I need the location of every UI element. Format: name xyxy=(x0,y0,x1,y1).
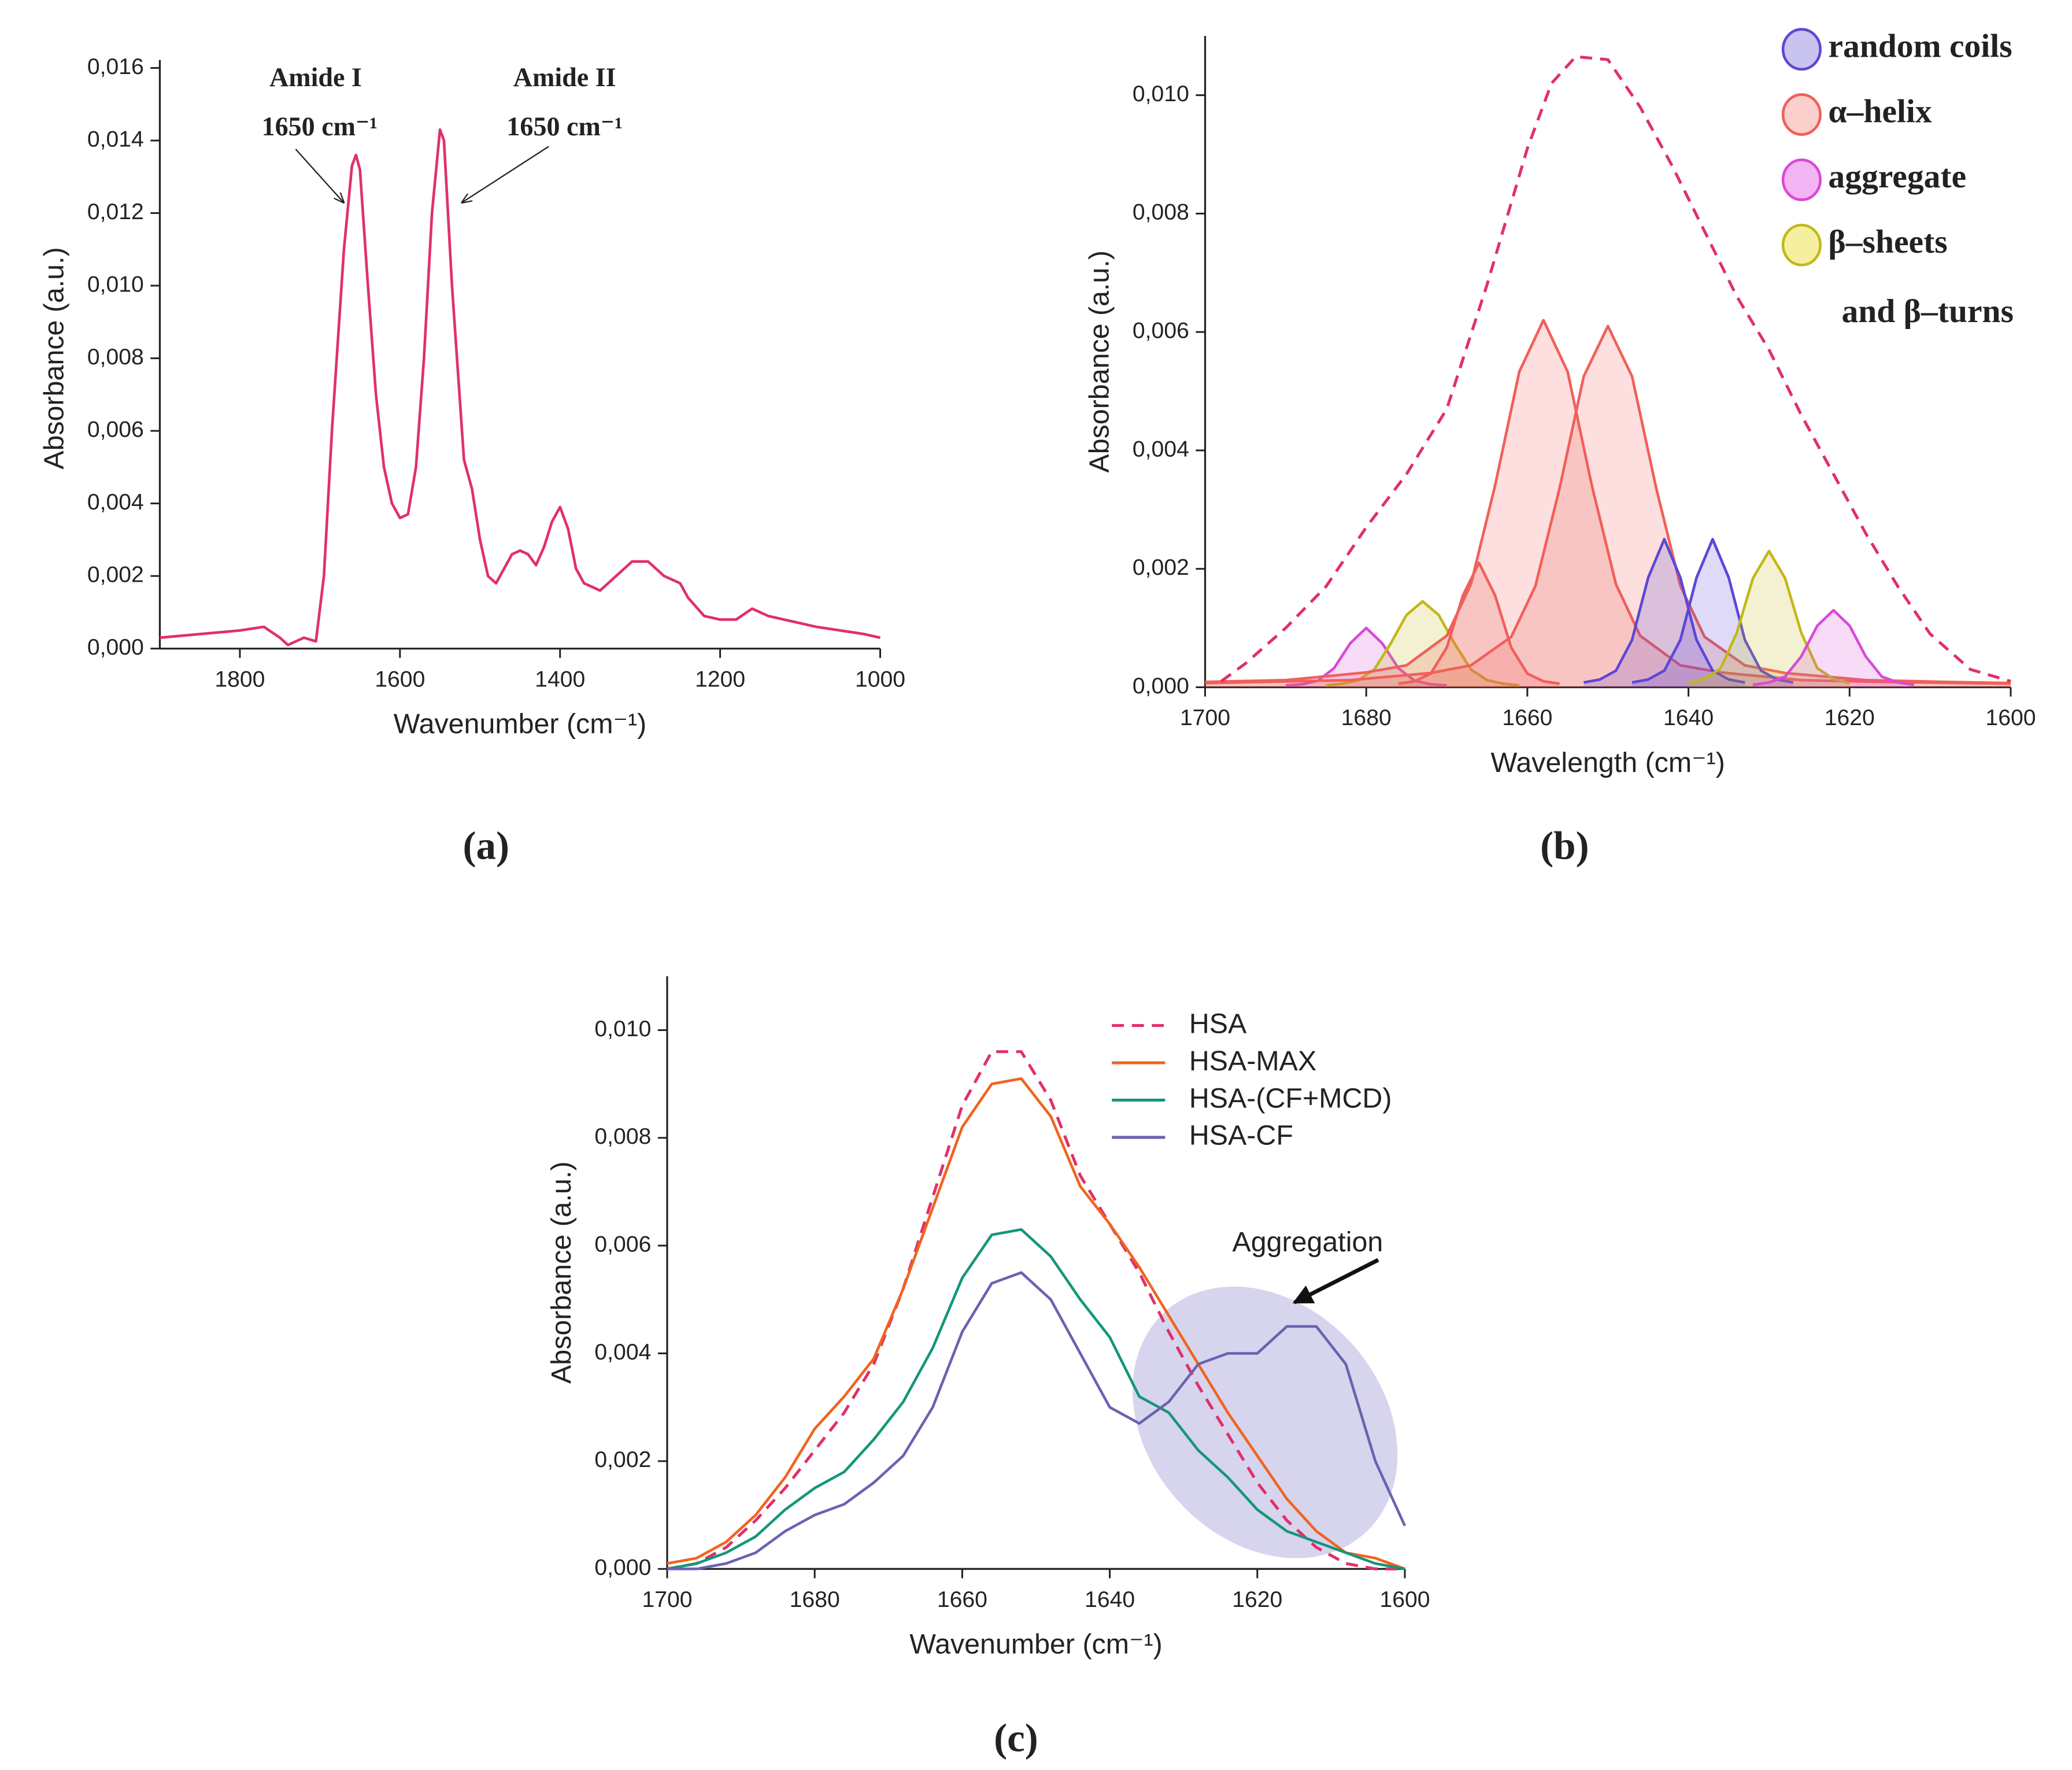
band-area xyxy=(1326,601,1519,688)
x-tick-label: 1200 xyxy=(695,667,745,692)
annotation: Amide I xyxy=(269,62,362,92)
legend-label: and β–turns xyxy=(1841,293,2014,330)
band-area xyxy=(1632,539,1793,688)
y-tick-label: 0,008 xyxy=(1133,200,1189,225)
annotation: 1650 cm⁻¹ xyxy=(506,112,623,141)
arrow xyxy=(1292,1258,1379,1305)
y-tick-label: 0,012 xyxy=(87,199,144,224)
legend-label: HSA-MAX xyxy=(1189,1045,1316,1077)
aggregation-region xyxy=(1133,1287,1398,1558)
y-tick-label: 0,008 xyxy=(594,1124,651,1149)
series-line xyxy=(667,1228,1405,1571)
band-area xyxy=(1205,320,2011,688)
annotation: 1650 cm⁻¹ xyxy=(262,112,378,141)
y-tick-label: 0,002 xyxy=(594,1447,651,1472)
legend-label: aggregate xyxy=(1828,158,1966,195)
y-tick-label: 0,006 xyxy=(594,1232,651,1257)
y-tick-label: 0,002 xyxy=(1133,555,1189,580)
series-line xyxy=(1205,319,2011,685)
x-axis-label: Wavelength (cm⁻¹) xyxy=(1491,747,1725,778)
x-tick-label: 1800 xyxy=(214,667,265,692)
x-tick-label: 1640 xyxy=(1085,1587,1135,1612)
y-tick-label: 0,010 xyxy=(594,1017,651,1041)
arrow xyxy=(462,146,549,202)
band-area xyxy=(1205,326,2011,688)
x-tick-label: 1640 xyxy=(1663,705,1714,730)
band-area xyxy=(1398,563,1560,688)
y-axis-label: Absorbance (a.u.) xyxy=(39,247,70,469)
series-line xyxy=(1220,55,2011,683)
annotation: Amide II xyxy=(513,62,616,92)
x-tick-label: 1660 xyxy=(937,1587,987,1612)
band-area xyxy=(1583,539,1745,688)
panel-label: (c) xyxy=(994,1715,1038,1760)
band-area xyxy=(1285,628,1447,688)
x-axis-label: Wavenumber (cm⁻¹) xyxy=(909,1629,1163,1660)
y-tick-label: 0,000 xyxy=(87,635,144,660)
y-tick-label: 0,006 xyxy=(1133,318,1189,343)
y-tick-label: 0,014 xyxy=(87,127,144,151)
x-tick-label: 1600 xyxy=(1379,1587,1430,1612)
x-tick-label: 1680 xyxy=(1341,705,1392,730)
x-tick-label: 1000 xyxy=(855,667,905,692)
x-tick-label: 1620 xyxy=(1825,705,1875,730)
legend-swatch xyxy=(1781,93,1822,136)
legend-label: random coils xyxy=(1828,28,2012,64)
arrow xyxy=(295,149,343,202)
legend-label: HSA-(CF+MCD) xyxy=(1189,1082,1392,1114)
series-line xyxy=(667,1077,1405,1571)
series-line xyxy=(1205,324,2011,685)
x-tick-label: 1400 xyxy=(535,667,585,692)
y-tick-label: 0,000 xyxy=(594,1555,651,1580)
x-axis-label: Wavenumber (cm⁻¹) xyxy=(394,708,647,740)
y-tick-label: 0,008 xyxy=(87,345,144,369)
y-tick-label: 0,002 xyxy=(87,562,144,587)
series-line xyxy=(667,1271,1407,1571)
series-line xyxy=(1688,549,1850,685)
legend-label: α–helix xyxy=(1828,93,1932,130)
legend-swatch xyxy=(1781,158,1822,201)
y-tick-label: 0,004 xyxy=(594,1340,651,1365)
legend-swatch xyxy=(1781,223,1822,267)
axis-line xyxy=(158,60,880,650)
panel-label: (a) xyxy=(462,823,509,867)
y-tick-label: 0,004 xyxy=(1133,437,1189,461)
y-tick-label: 0,010 xyxy=(87,272,144,297)
y-axis-label: Absorbance (a.u.) xyxy=(1084,250,1115,472)
x-tick-label: 1660 xyxy=(1502,705,1552,730)
series-line xyxy=(160,128,881,646)
legend-label: HSA xyxy=(1189,1008,1247,1039)
x-tick-label: 1700 xyxy=(1180,705,1230,730)
x-tick-label: 1620 xyxy=(1232,1587,1282,1612)
x-tick-label: 1700 xyxy=(642,1587,692,1612)
x-tick-label: 1680 xyxy=(790,1587,840,1612)
y-tick-label: 0,016 xyxy=(87,54,144,79)
panel-label: (b) xyxy=(1540,823,1589,867)
y-tick-label: 0,000 xyxy=(1133,674,1189,699)
y-tick-label: 0,006 xyxy=(87,417,144,442)
legend-label: HSA-CF xyxy=(1189,1120,1293,1151)
x-tick-label: 1600 xyxy=(1985,705,2036,730)
y-axis-label: Absorbance (a.u.) xyxy=(546,1162,577,1384)
series-line xyxy=(1631,538,1794,684)
x-tick-label: 1600 xyxy=(375,667,425,692)
series-line xyxy=(1398,561,1560,685)
y-tick-label: 0,010 xyxy=(1133,82,1189,106)
legend-swatch xyxy=(1781,28,1822,71)
series-line xyxy=(1752,609,1915,686)
series-line xyxy=(1583,538,1745,684)
annotation: Aggregation xyxy=(1232,1226,1383,1258)
y-tick-label: 0,004 xyxy=(87,490,144,515)
legend-label: β–sheets xyxy=(1828,224,1947,260)
